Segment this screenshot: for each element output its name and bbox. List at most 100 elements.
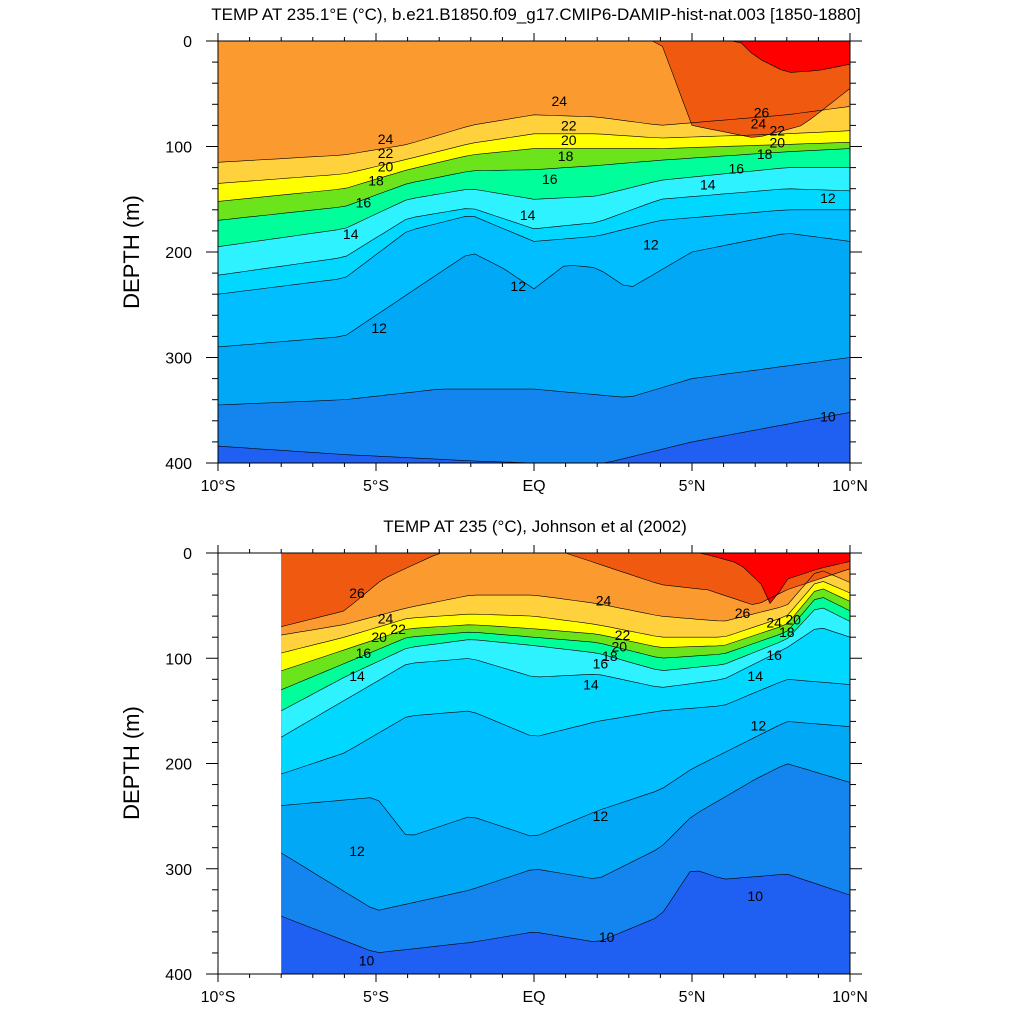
x-tick-label: EQ [522, 478, 545, 495]
contour-line-24 [281, 570, 851, 636]
contour-label: 14 [520, 207, 536, 223]
contour-line-18 [281, 597, 851, 691]
contour-line-13 [281, 679, 851, 775]
contour-label: 22 [770, 123, 786, 139]
contour-label: 14 [583, 677, 599, 693]
contour-label: 12 [349, 843, 365, 859]
x-tick-label: EQ [522, 989, 545, 1006]
contour-label: 26 [735, 605, 751, 621]
contour-label: 18 [602, 648, 618, 664]
x-tick-label: 10°N [832, 478, 868, 495]
contour-line-12 [217, 233, 851, 348]
y-tick-label: 300 [165, 862, 192, 879]
contour-label: 10 [359, 952, 375, 968]
contour-label: 24 [378, 131, 394, 147]
contour-label: 16 [766, 647, 782, 663]
contour-label: 10 [747, 888, 763, 904]
x-tick-label: 5°S [363, 478, 389, 495]
contour-fill-27 [281, 553, 850, 604]
contour-label: 14 [343, 226, 359, 242]
contour-label: 24 [596, 592, 612, 608]
contour-label: 14 [349, 668, 365, 684]
contour-label: 16 [593, 656, 609, 672]
y-tick-label: 200 [165, 245, 192, 262]
contour-label: 20 [371, 629, 387, 645]
y-axis-label: DEPTH (m) [119, 706, 144, 820]
contour-line-16 [281, 607, 851, 712]
contour-label: 16 [728, 161, 744, 177]
x-tick-label: 10°S [201, 478, 236, 495]
contour-fill-26 [281, 553, 850, 627]
x-tick-label: 5°N [679, 989, 706, 1006]
contour-label: 18 [779, 624, 795, 640]
contour-line-16 [217, 167, 850, 247]
y-tick-label: 0 [183, 546, 192, 563]
x-tick-label: 5°S [363, 989, 389, 1006]
y-tick-label: 100 [165, 140, 192, 157]
y-tick-label: 400 [165, 967, 192, 984]
contour-label: 24 [378, 610, 394, 626]
contour-label: 20 [378, 159, 394, 175]
y-tick-label: 400 [165, 456, 192, 473]
contour-line-14 [281, 627, 851, 738]
y-tick-label: 100 [165, 651, 192, 668]
plot-area: 2422201816141224222018161412121416182022… [165, 33, 868, 495]
contour-label: 22 [378, 145, 394, 161]
contour-label: 26 [349, 585, 365, 601]
contour-label: 24 [551, 93, 567, 109]
contour-label: 18 [368, 172, 384, 188]
contour-label: 12 [593, 808, 609, 824]
contour-line-20 [217, 142, 851, 202]
contour-label: 18 [757, 146, 773, 162]
contour-label: 16 [356, 194, 372, 210]
contour-fill-27 [218, 41, 850, 73]
contour-label: 10 [820, 409, 836, 425]
contour-line-12 [281, 721, 851, 837]
contour-label: 18 [558, 148, 574, 164]
contour-label: 24 [751, 115, 767, 131]
contour-label: 20 [770, 134, 786, 150]
x-tick-label: 10°S [201, 989, 236, 1006]
contour-label: 12 [751, 718, 767, 734]
contour-line-24 [217, 106, 851, 163]
contour-label: 22 [390, 621, 406, 637]
y-tick-label: 300 [165, 351, 192, 368]
contour-line-11 [217, 357, 851, 406]
contour-line-22 [281, 581, 851, 654]
y-tick-label: 200 [165, 757, 192, 774]
contour-label: 12 [820, 190, 836, 206]
contour-label: 12 [643, 237, 659, 253]
contour-label: 12 [371, 320, 387, 336]
chart-title: TEMP AT 235 (°C), Johnson et al (2002) [383, 517, 687, 536]
contour-label: 26 [754, 105, 770, 121]
contour-label: 16 [542, 171, 558, 187]
contour-label: 20 [561, 132, 577, 148]
contour-label: 14 [747, 668, 763, 684]
chart-title: TEMP AT 235.1°E (°C), b.e21.B1850.f09_g1… [211, 5, 861, 24]
x-tick-label: 10°N [832, 989, 868, 1006]
contour-line-22 [217, 130, 851, 184]
contour-line-20 [281, 588, 851, 672]
contour-line-11 [281, 763, 851, 911]
x-tick-label: 5°N [679, 478, 706, 495]
contour-fill-26 [218, 41, 850, 138]
contour-label: 14 [700, 176, 716, 192]
y-axis-label: DEPTH (m) [119, 195, 144, 309]
contour-line-18 [217, 148, 851, 221]
contour-label: 22 [561, 117, 577, 133]
contour-label: 12 [510, 278, 526, 294]
contour-panel-observations: TEMP AT 235 (°C), Johnson et al (2002) D… [119, 517, 868, 1006]
contour-panel-model: TEMP AT 235.1°E (°C), b.e21.B1850.f09_g1… [119, 5, 868, 495]
y-tick-label: 0 [183, 34, 192, 51]
contour-label: 22 [615, 627, 631, 643]
contour-label: 24 [766, 614, 782, 630]
contour-line-13 [217, 209, 850, 295]
contour-label: 20 [785, 611, 801, 627]
contour-line-14 [217, 188, 851, 276]
contour-label: 20 [612, 639, 628, 655]
contour-label: 10 [599, 929, 615, 945]
contour-label: 16 [356, 645, 372, 661]
contour-line-10 [281, 870, 851, 953]
